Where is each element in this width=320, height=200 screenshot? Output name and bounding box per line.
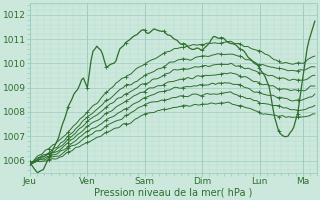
X-axis label: Pression niveau de la mer( hPa ): Pression niveau de la mer( hPa ) — [94, 187, 253, 197]
